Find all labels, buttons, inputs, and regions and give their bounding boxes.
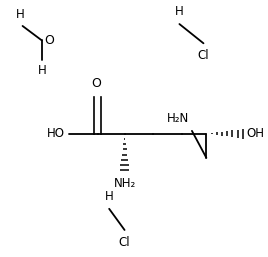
Text: Cl: Cl [119,236,130,249]
Text: Cl: Cl [198,49,209,62]
Text: OH: OH [247,127,265,140]
Text: O: O [91,77,100,90]
Text: H₂N: H₂N [167,112,189,125]
Text: H: H [38,65,46,77]
Text: H: H [16,8,25,21]
Text: O: O [45,34,55,47]
Text: H: H [175,5,184,18]
Text: H: H [105,190,114,203]
Text: NH₂: NH₂ [113,177,136,190]
Text: HO: HO [47,127,65,140]
